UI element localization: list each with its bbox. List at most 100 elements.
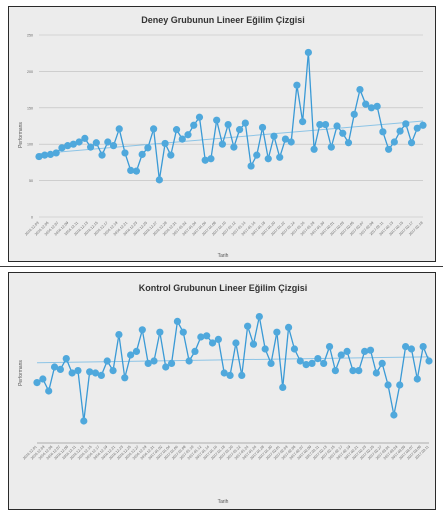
data-point	[255, 313, 263, 321]
data-point	[132, 167, 141, 175]
series-segment	[353, 89, 361, 115]
y-axis-label: Performans	[18, 360, 24, 386]
panel-divider	[0, 266, 443, 267]
series-segment	[261, 127, 269, 159]
data-point	[296, 357, 304, 365]
series-segment	[170, 321, 179, 364]
data-point	[331, 367, 339, 375]
data-point	[81, 134, 89, 142]
series-segment	[118, 334, 126, 378]
y-tick-label: 0	[31, 216, 33, 220]
data-point	[150, 125, 158, 133]
series-segment	[229, 342, 237, 376]
data-point	[419, 343, 427, 351]
data-point	[287, 138, 295, 146]
y-axis-label: Performans	[18, 122, 24, 148]
experimental-chart-svg: Deney Grubunun Lineer Eğilim Çizgisi Per…	[18, 15, 427, 259]
chart-title: Deney Grubunun Lineer Eğilim Çizgisi	[141, 15, 305, 25]
data-point	[98, 151, 106, 159]
data-point	[52, 149, 60, 157]
data-point	[91, 369, 100, 377]
data-point	[109, 367, 117, 375]
series-segment	[112, 334, 120, 371]
data-point	[264, 155, 272, 163]
data-point	[86, 368, 94, 376]
data-point	[33, 379, 41, 387]
series-segment	[83, 371, 91, 422]
data-point	[402, 120, 410, 128]
data-point	[276, 153, 284, 161]
data-point	[184, 131, 192, 139]
data-point	[86, 143, 95, 151]
data-point	[172, 126, 181, 134]
data-point	[267, 359, 275, 367]
data-point	[58, 144, 66, 152]
series-segment	[159, 332, 167, 368]
data-point	[241, 119, 249, 127]
data-point	[232, 339, 240, 347]
data-point	[373, 102, 381, 110]
data-point	[304, 48, 312, 57]
series-segment	[393, 384, 401, 416]
series-segment	[290, 85, 298, 143]
data-point	[230, 143, 238, 151]
data-point	[115, 331, 123, 339]
data-point	[214, 335, 222, 343]
data-point	[64, 142, 72, 150]
data-point	[46, 150, 55, 158]
data-point	[258, 123, 267, 132]
data-point	[261, 345, 269, 353]
data-point	[372, 369, 380, 377]
data-point	[325, 343, 334, 351]
control-group-chart: Kontrol Grubunun Lineer Eğilim Çizgisi P…	[8, 272, 436, 510]
data-point	[138, 326, 146, 334]
data-point	[62, 355, 70, 363]
series-segment	[270, 332, 278, 364]
data-point	[213, 116, 221, 124]
data-point	[244, 322, 252, 330]
data-point	[310, 145, 318, 153]
data-point	[185, 357, 193, 365]
data-point	[390, 411, 398, 419]
data-point	[350, 110, 358, 118]
data-point	[385, 145, 393, 153]
series-segment	[77, 370, 85, 422]
data-point	[273, 328, 281, 336]
data-point	[355, 367, 363, 375]
data-point	[69, 140, 77, 148]
series-segment	[347, 114, 355, 143]
data-point	[396, 381, 404, 389]
data-point	[279, 383, 287, 391]
data-point	[367, 104, 376, 112]
data-point	[190, 121, 198, 129]
data-point	[173, 317, 182, 325]
data-point	[290, 345, 299, 353]
data-point	[253, 151, 261, 159]
data-point	[97, 371, 105, 379]
series-segment	[369, 350, 377, 374]
data-point	[197, 333, 205, 341]
series-segment	[48, 366, 56, 392]
data-point	[80, 417, 88, 425]
data-point	[178, 135, 186, 143]
data-point	[103, 357, 111, 365]
series-segment	[416, 346, 424, 380]
data-point	[127, 351, 135, 359]
data-point	[249, 340, 258, 348]
series-segment	[252, 316, 260, 345]
data-point	[92, 139, 100, 147]
data-point	[321, 120, 330, 129]
series-segment	[118, 128, 126, 154]
data-point	[396, 127, 404, 135]
series-segment	[217, 339, 225, 374]
data-point	[379, 128, 387, 136]
data-point	[270, 132, 278, 140]
data-point	[308, 359, 316, 367]
data-point	[144, 144, 152, 152]
series-segment	[273, 136, 281, 158]
data-point	[378, 359, 386, 367]
data-point	[302, 361, 310, 369]
data-point	[226, 371, 234, 379]
data-point	[366, 346, 375, 354]
data-point	[109, 142, 118, 150]
